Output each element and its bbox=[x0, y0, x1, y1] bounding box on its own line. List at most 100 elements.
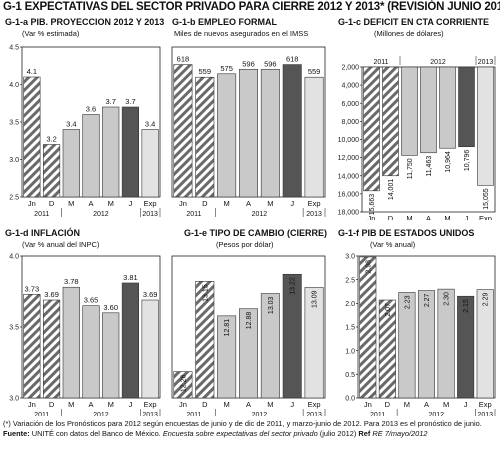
category-label: M bbox=[443, 400, 449, 409]
category-label: Jn bbox=[28, 199, 36, 208]
year-label: 2012 bbox=[252, 412, 268, 416]
year-label: 2011 bbox=[373, 59, 388, 66]
bar bbox=[121, 106, 140, 198]
source-italic: Encuesta sobre expectativas del sector p… bbox=[162, 429, 318, 438]
chart-title: G-1-a PIB. PROYECCION 2012 Y 2013 bbox=[5, 17, 165, 27]
bar bbox=[62, 129, 80, 198]
y-tick-label: 3.0 bbox=[345, 254, 355, 261]
ref-text: RE 7/mayo/2012 bbox=[372, 429, 428, 438]
category-label: M bbox=[224, 199, 230, 208]
category-label: D bbox=[202, 400, 208, 409]
data-label: 15,055 bbox=[483, 188, 490, 210]
category-label: M bbox=[108, 400, 114, 409]
data-label: 3.60 bbox=[103, 303, 118, 312]
data-label: 13.15 bbox=[202, 284, 209, 302]
y-tick-label: 8,000 bbox=[341, 119, 359, 126]
year-label: 2012 bbox=[252, 211, 268, 218]
category-label: J bbox=[290, 400, 294, 409]
chart-svg: 618 Jn 559 D 575 M 596 A 596 M 618 J 559 Exp 2011 2012 2… bbox=[171, 46, 326, 218]
category-label: J bbox=[129, 199, 133, 208]
category-label: D bbox=[49, 199, 55, 208]
category-label: Exp bbox=[144, 199, 157, 208]
year-label: 2013 bbox=[478, 59, 494, 66]
bar bbox=[23, 76, 41, 198]
data-label: 618 bbox=[177, 55, 190, 64]
chart-subtitle: (Var % estimada) bbox=[22, 29, 80, 38]
bar bbox=[102, 106, 120, 198]
bar bbox=[359, 256, 377, 399]
y-tick-label: 2.5 bbox=[345, 277, 355, 284]
chart-panel-g1b: G-1-b EMPLEO FORMAL Miles de nuevos aseg… bbox=[168, 17, 328, 220]
category-label: D bbox=[388, 214, 394, 220]
data-label: 3.69 bbox=[143, 290, 158, 299]
bar bbox=[282, 273, 302, 399]
year-label: 2013 bbox=[306, 412, 322, 416]
y-tick-label: 2.5 bbox=[9, 195, 19, 202]
data-label: 10,796 bbox=[464, 150, 471, 172]
y-tick-label: 18,000 bbox=[338, 210, 360, 217]
category-label: A bbox=[88, 400, 93, 409]
bar bbox=[437, 288, 455, 399]
data-label: 2.23 bbox=[404, 295, 411, 309]
bar bbox=[217, 73, 237, 198]
category-label: J bbox=[290, 199, 294, 208]
source-line: Fuente: UNITÉ con datos del Banco de Méx… bbox=[3, 429, 497, 439]
bar bbox=[260, 68, 280, 198]
chart-panel-g1e: G-1-e TIPO DE CAMBIO (CIERRE) (Pesos por… bbox=[168, 228, 328, 416]
bar bbox=[420, 66, 437, 154]
bar bbox=[260, 293, 280, 399]
y-tick-label: 1.5 bbox=[345, 325, 355, 332]
source-tail: (julio 2012) bbox=[319, 429, 357, 438]
bar bbox=[439, 66, 456, 149]
y-tick-label: 10,000 bbox=[338, 137, 360, 144]
bar bbox=[195, 76, 215, 198]
bar bbox=[42, 299, 61, 399]
y-tick-label: 4.0 bbox=[9, 254, 19, 261]
bar bbox=[382, 66, 399, 177]
category-label: Jn bbox=[179, 400, 187, 409]
chart-subtitle: (Pesos por dólar) bbox=[216, 240, 274, 249]
y-tick-label: 3.0 bbox=[9, 396, 19, 403]
data-label: 10,964 bbox=[445, 151, 452, 173]
category-label: J bbox=[464, 400, 468, 409]
chart-panel-g1c: G-1-c DEFICIT EN CTA CORRIENTE (Millones… bbox=[334, 17, 498, 220]
bar bbox=[62, 286, 80, 399]
data-label: 2.98 bbox=[365, 260, 372, 274]
chart-panel-g1f: G-1-f PIB DE ESTADOS UNIDOS (Var % anual… bbox=[334, 228, 498, 416]
bar bbox=[477, 66, 494, 186]
year-label: 2013 bbox=[306, 211, 322, 218]
chart-title: G-1-f PIB DE ESTADOS UNIDOS bbox=[338, 228, 475, 238]
category-label: A bbox=[424, 400, 429, 409]
category-label: Jn bbox=[179, 199, 187, 208]
data-label: 3.6 bbox=[86, 105, 96, 114]
data-label: 13.22 bbox=[290, 277, 297, 295]
bar bbox=[173, 64, 193, 198]
category-label: D bbox=[202, 199, 208, 208]
category-label: M bbox=[68, 199, 74, 208]
data-label: 3.7 bbox=[125, 97, 135, 106]
data-label: 618 bbox=[286, 55, 299, 64]
data-label: 11,463 bbox=[426, 156, 433, 177]
data-label: 3.7 bbox=[105, 97, 115, 106]
bar bbox=[102, 312, 120, 399]
y-tick-label: 3.5 bbox=[9, 325, 19, 332]
chart-svg: 3.0 3.5 4.0 3.73 Jn 3.69 D 3.78 M 3.65 A 3.60 M 3.81 J… bbox=[9, 254, 161, 416]
y-tick-label: 3.0 bbox=[9, 157, 19, 164]
year-label: 2013 bbox=[142, 412, 158, 416]
data-label: 4.1 bbox=[27, 67, 37, 76]
y-tick-label: 4.5 bbox=[9, 45, 19, 52]
category-label: M bbox=[444, 214, 450, 220]
category-label: A bbox=[246, 199, 251, 208]
bar bbox=[401, 66, 418, 156]
bar bbox=[141, 299, 159, 399]
chart-subtitle: (Var % anual del INPC) bbox=[22, 240, 100, 249]
category-label: A bbox=[246, 400, 251, 409]
year-label: 2013 bbox=[142, 211, 158, 218]
category-label: M bbox=[406, 214, 412, 220]
data-label: 575 bbox=[220, 64, 233, 73]
year-label: 2012 bbox=[93, 211, 109, 218]
category-label: D bbox=[49, 400, 55, 409]
category-label: M bbox=[108, 199, 114, 208]
bar bbox=[363, 66, 380, 192]
category-label: Exp bbox=[308, 400, 321, 409]
